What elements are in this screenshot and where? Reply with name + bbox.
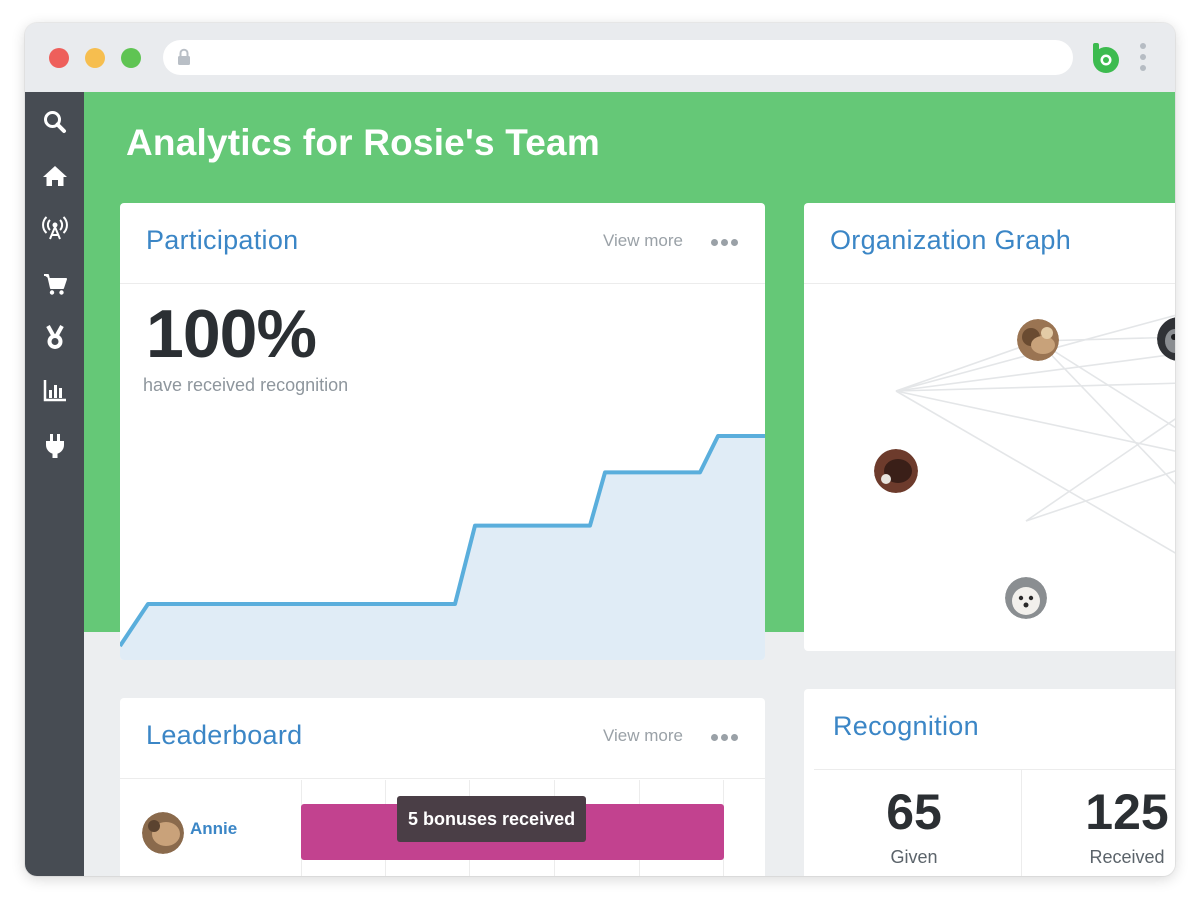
- main-content: Analytics for Rosie's Team Participation…: [84, 92, 1175, 876]
- recognition-received-label: Received: [1089, 847, 1165, 867]
- leaderboard-user-avatar[interactable]: [142, 812, 184, 854]
- sidebar-nav: [25, 92, 84, 876]
- participation-caption: have received recognition: [143, 375, 349, 395]
- leaderboard-view-more-link[interactable]: View more: [603, 726, 683, 745]
- recognition-divider: [1021, 769, 1022, 876]
- card-divider: [120, 283, 765, 284]
- participation-trend-area: [120, 436, 765, 660]
- org-node-avatar[interactable]: [1017, 319, 1059, 361]
- cart-icon[interactable]: [41, 270, 69, 298]
- leaderboard-more-options-icon[interactable]: [711, 734, 738, 741]
- org-node-avatar[interactable]: [1157, 317, 1175, 361]
- browser-window: Analytics for Rosie's Team Participation…: [25, 23, 1175, 876]
- address-bar[interactable]: [163, 40, 1073, 75]
- leaderboard-title: Leaderboard: [146, 720, 303, 750]
- recognition-received-stat: 125 Received: [1029, 769, 1175, 876]
- kebab-menu-icon[interactable]: [1139, 43, 1147, 75]
- card-divider: [120, 778, 765, 779]
- page-title: Analytics for Rosie's Team: [126, 122, 600, 163]
- bonusly-logo-icon[interactable]: [1087, 39, 1125, 77]
- maximize-window-button[interactable]: [121, 48, 141, 68]
- participation-card: Participation View more 100% have receiv…: [120, 203, 765, 660]
- organization-graph-card: Organization Graph: [804, 203, 1175, 651]
- participation-more-options-icon[interactable]: [711, 239, 738, 246]
- organization-graph: [895, 314, 1175, 554]
- broadcast-icon[interactable]: [41, 214, 69, 242]
- recognition-title: Recognition: [833, 711, 979, 741]
- search-icon[interactable]: [41, 108, 69, 136]
- browser-toolbar: [25, 23, 1175, 92]
- leaderboard-tooltip: 5 bonuses received: [397, 796, 587, 842]
- recognition-given-stat: 65 Given: [814, 769, 1014, 876]
- participation-title: Participation: [146, 225, 299, 255]
- close-window-button[interactable]: [49, 48, 69, 68]
- card-divider: [804, 283, 1175, 284]
- home-icon[interactable]: [41, 162, 69, 190]
- organization-graph-title: Organization Graph: [830, 225, 1072, 255]
- participation-trend-chart: [120, 434, 765, 660]
- lock-icon: [178, 48, 190, 65]
- org-node-avatar[interactable]: [874, 449, 918, 493]
- leaderboard-user-name[interactable]: Annie: [190, 819, 238, 838]
- org-node-avatar[interactable]: [1005, 577, 1047, 619]
- minimize-window-button[interactable]: [85, 48, 105, 68]
- card-divider: [814, 769, 1175, 770]
- recognition-received-value: 125: [1085, 784, 1169, 840]
- recognition-given-label: Given: [890, 847, 938, 867]
- participation-trend-line: [120, 434, 765, 648]
- medal-icon[interactable]: [41, 324, 69, 352]
- participation-percentage: 100%: [146, 296, 317, 372]
- recognition-card: Recognition 65 Given 125 Received: [804, 689, 1175, 876]
- recognition-given-value: 65: [886, 784, 942, 840]
- bar-chart-icon[interactable]: [41, 376, 69, 404]
- participation-view-more-link[interactable]: View more: [603, 231, 683, 250]
- plug-icon[interactable]: [41, 432, 69, 460]
- leaderboard-card: Leaderboard View more Annie 5 bonuses re…: [120, 698, 765, 876]
